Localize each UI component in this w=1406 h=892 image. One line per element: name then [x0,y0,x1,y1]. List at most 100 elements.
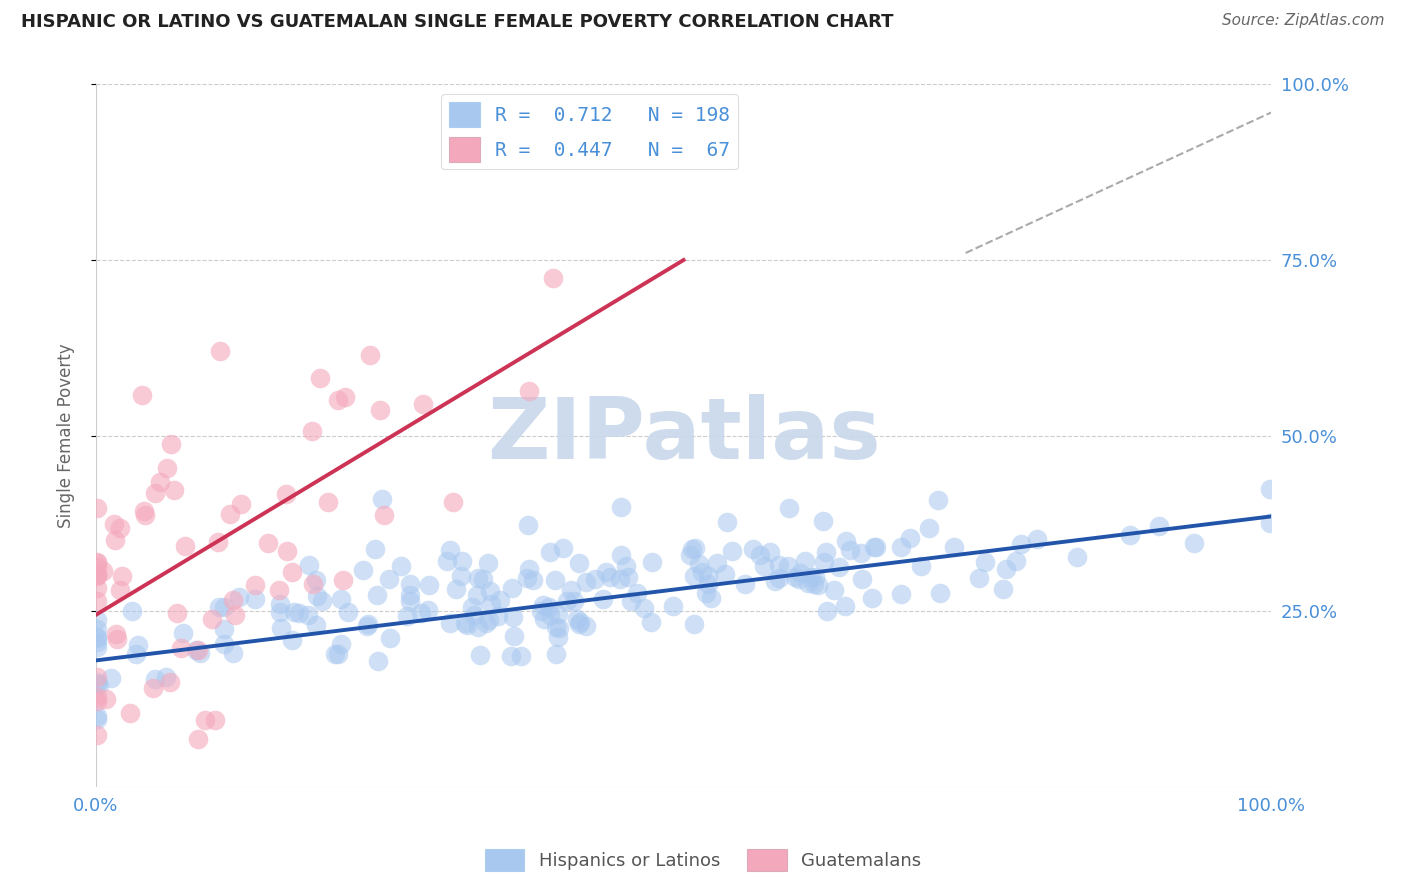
Point [378,631,401,645]
Point [538,545,561,559]
Point [778,501,800,516]
Point [174,539,197,553]
Point [839,543,862,558]
Point [389,558,412,573]
Point [305,573,328,587]
Point [436,554,458,568]
Point [620,594,643,608]
Point [131,388,153,402]
Point [1258,483,1281,497]
Point [609,572,631,586]
Point [823,582,845,597]
Point [599,570,621,584]
Point [849,546,872,560]
Point [450,569,472,583]
Point [478,613,501,627]
Point [159,675,181,690]
Point [610,500,633,515]
Point [794,554,817,568]
Point [439,615,461,630]
Point [207,534,229,549]
Point [461,600,484,615]
Point [274,487,297,501]
Point [368,403,391,417]
Point [359,349,381,363]
Point [547,630,569,644]
Point [890,541,912,555]
Point [510,649,533,664]
Point [538,608,561,623]
Point [107,632,129,646]
Point [304,617,326,632]
Point [696,569,718,583]
Point [716,515,738,529]
Text: ZIPatlas: ZIPatlas [486,394,880,477]
Point [104,627,127,641]
Point [929,586,952,600]
Point [311,593,333,607]
Point [159,437,181,451]
Point [166,606,188,620]
Point [86,556,108,570]
Point [467,571,489,585]
Point [86,631,108,645]
Point [208,599,231,614]
Point [1066,549,1088,564]
Point [302,577,325,591]
Point [477,556,499,570]
Point [366,588,388,602]
Point [298,558,321,572]
Point [543,573,565,587]
Point [270,621,292,635]
Point [592,591,614,606]
Point [568,616,591,631]
Point [553,541,575,555]
Point [752,559,775,574]
Point [695,586,717,600]
Point [898,531,921,545]
Point [501,581,523,595]
Point [472,572,495,586]
Point [121,604,143,618]
Point [706,556,728,570]
Point [685,541,707,555]
Point [467,620,489,634]
Point [194,713,217,727]
Point [763,574,786,589]
Point [813,555,835,569]
Point [142,681,165,696]
Point [309,371,332,385]
Point [519,562,541,576]
Point [616,569,638,583]
Point [87,678,110,692]
Point [330,592,353,607]
Point [787,572,810,586]
Point [759,545,782,559]
Point [533,612,555,626]
Point [86,555,108,569]
Point [768,571,790,585]
Point [86,613,108,627]
Point [995,562,1018,576]
Point [583,572,606,586]
Point [120,706,142,721]
Point [851,573,873,587]
Point [169,640,191,655]
Point [357,616,380,631]
Point [807,578,830,592]
Point [125,647,148,661]
Point [86,670,108,684]
Point [86,728,108,742]
Point [814,545,837,559]
Point [326,393,349,408]
Point [326,647,349,661]
Point [465,588,488,602]
Point [811,514,834,528]
Point [283,606,305,620]
Point [796,576,818,591]
Point [489,593,512,607]
Legend: Hispanics or Latinos, Guatemalans: Hispanics or Latinos, Guatemalans [477,842,929,879]
Point [522,573,544,587]
Point [333,390,356,404]
Point [776,558,799,573]
